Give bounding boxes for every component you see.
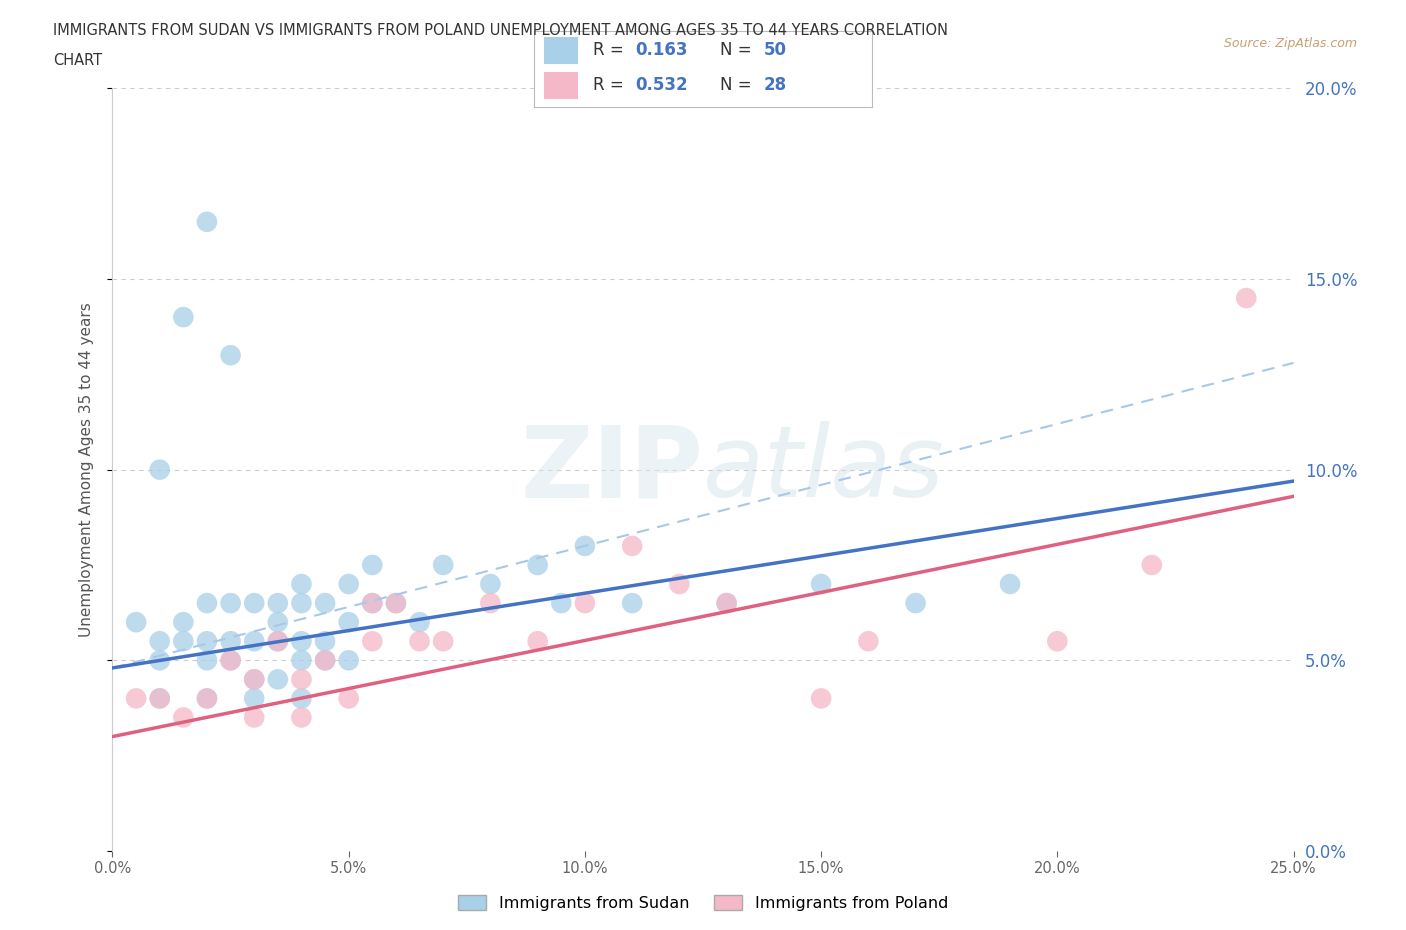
Point [337,615,360,630]
Point [290,596,312,611]
Text: ZIP: ZIP [520,421,703,518]
Y-axis label: Unemployment Among Ages 35 to 44 years: Unemployment Among Ages 35 to 44 years [79,302,94,637]
Point [361,558,384,573]
Point [149,691,172,706]
Point [149,691,172,706]
Legend: Immigrants from Sudan, Immigrants from Poland: Immigrants from Sudan, Immigrants from P… [451,888,955,917]
Point [810,691,832,706]
Text: CHART: CHART [53,53,103,68]
Text: 0.163: 0.163 [636,41,688,60]
Point [1140,558,1163,573]
Point [810,577,832,591]
Point [219,348,242,363]
Point [337,653,360,668]
Point [574,538,596,553]
Point [904,596,927,611]
Point [149,462,172,477]
Point [408,615,430,630]
Point [125,615,148,630]
Point [526,634,548,649]
Point [195,634,218,649]
Point [219,634,242,649]
Point [219,653,242,668]
Text: R =: R = [593,76,630,94]
Point [290,691,312,706]
Point [243,596,266,611]
Point [314,634,336,649]
Point [479,596,502,611]
Point [337,691,360,706]
Point [195,691,218,706]
Point [290,653,312,668]
Text: atlas: atlas [703,421,945,518]
Point [479,577,502,591]
Point [195,691,218,706]
Point [1046,634,1069,649]
Point [1234,291,1257,306]
Point [526,558,548,573]
FancyBboxPatch shape [544,37,578,64]
Text: 0.532: 0.532 [636,76,688,94]
Point [290,577,312,591]
Point [195,653,218,668]
Point [195,596,218,611]
Text: IMMIGRANTS FROM SUDAN VS IMMIGRANTS FROM POLAND UNEMPLOYMENT AMONG AGES 35 TO 44: IMMIGRANTS FROM SUDAN VS IMMIGRANTS FROM… [53,23,949,38]
Point [361,596,384,611]
Point [149,634,172,649]
Point [267,634,290,649]
Point [550,596,572,611]
Point [314,653,336,668]
FancyBboxPatch shape [544,72,578,100]
Point [998,577,1021,591]
Point [621,538,644,553]
Text: Source: ZipAtlas.com: Source: ZipAtlas.com [1223,37,1357,50]
Text: R =: R = [593,41,630,60]
Point [337,577,360,591]
Point [243,634,266,649]
Text: N =: N = [720,76,756,94]
Point [149,653,172,668]
Point [243,711,266,725]
Point [716,596,738,611]
Text: 28: 28 [763,76,787,94]
Point [125,691,148,706]
Point [219,653,242,668]
Point [858,634,880,649]
Text: N =: N = [720,41,756,60]
Point [432,558,454,573]
Point [716,596,738,611]
Point [361,634,384,649]
Text: 50: 50 [763,41,787,60]
Point [267,671,290,686]
Point [290,634,312,649]
Point [668,577,690,591]
Point [290,711,312,725]
Point [290,671,312,686]
Point [243,671,266,686]
Point [408,634,430,649]
Point [172,711,194,725]
Point [172,310,194,325]
Point [267,615,290,630]
Point [314,596,336,611]
Point [432,634,454,649]
Point [243,671,266,686]
Point [172,615,194,630]
Point [243,691,266,706]
Point [385,596,408,611]
Point [195,215,218,230]
Point [385,596,408,611]
Point [172,634,194,649]
Point [574,596,596,611]
Point [219,596,242,611]
Point [267,634,290,649]
Point [314,653,336,668]
Point [361,596,384,611]
Point [621,596,644,611]
Point [267,596,290,611]
